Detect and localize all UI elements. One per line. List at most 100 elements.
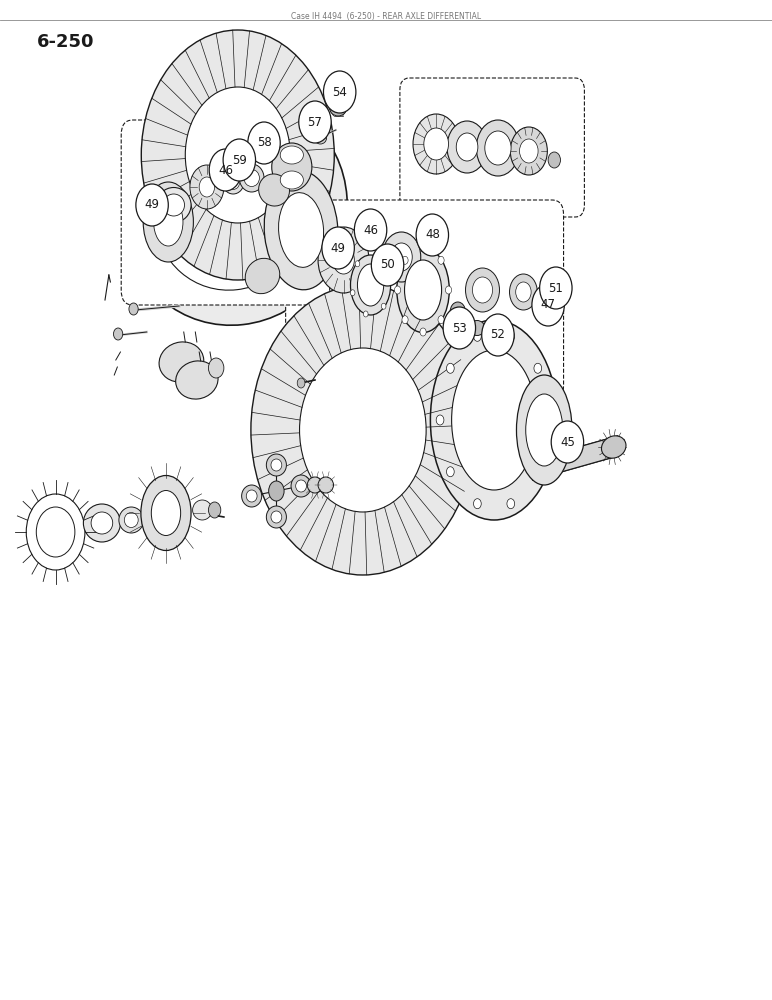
Ellipse shape (430, 320, 557, 520)
Ellipse shape (154, 130, 309, 290)
Ellipse shape (226, 174, 239, 190)
Ellipse shape (280, 146, 303, 164)
Circle shape (36, 507, 75, 557)
Ellipse shape (296, 480, 306, 492)
Ellipse shape (143, 182, 193, 262)
Circle shape (456, 133, 478, 161)
Circle shape (185, 87, 290, 223)
Circle shape (424, 128, 449, 160)
Ellipse shape (244, 169, 259, 186)
Ellipse shape (245, 258, 279, 294)
Circle shape (223, 139, 256, 181)
Circle shape (520, 139, 538, 163)
Ellipse shape (83, 504, 120, 542)
Circle shape (507, 499, 515, 509)
Circle shape (129, 303, 138, 315)
Ellipse shape (357, 264, 384, 306)
Ellipse shape (124, 512, 138, 528)
Circle shape (251, 285, 475, 575)
Circle shape (416, 214, 449, 256)
Ellipse shape (154, 198, 183, 246)
Text: 52: 52 (490, 328, 506, 342)
Circle shape (466, 268, 499, 312)
Circle shape (382, 232, 421, 282)
Text: 54: 54 (332, 86, 347, 99)
Ellipse shape (159, 342, 204, 382)
Ellipse shape (280, 171, 303, 189)
Text: 6-250: 6-250 (37, 33, 94, 51)
Ellipse shape (314, 132, 327, 144)
Text: Case IH 4494  (6-250) - REAR AXLE DIFFERENTIAL: Case IH 4494 (6-250) - REAR AXLE DIFFERE… (291, 12, 481, 21)
Circle shape (447, 121, 487, 173)
Circle shape (299, 101, 331, 143)
Text: 46: 46 (363, 224, 378, 236)
Circle shape (355, 261, 360, 267)
FancyBboxPatch shape (286, 200, 564, 400)
Ellipse shape (124, 95, 347, 325)
Ellipse shape (156, 188, 191, 223)
Text: 59: 59 (232, 153, 247, 166)
Circle shape (544, 415, 552, 425)
Circle shape (540, 267, 572, 309)
Circle shape (482, 314, 514, 356)
Circle shape (446, 467, 454, 477)
Circle shape (446, 363, 454, 373)
Ellipse shape (222, 170, 244, 194)
Ellipse shape (266, 454, 286, 476)
Circle shape (394, 286, 401, 294)
Ellipse shape (318, 477, 334, 493)
Circle shape (436, 415, 444, 425)
Circle shape (532, 284, 564, 326)
Text: 48: 48 (425, 229, 440, 241)
Circle shape (510, 127, 547, 175)
Circle shape (323, 71, 356, 113)
Circle shape (438, 316, 444, 324)
Ellipse shape (405, 260, 442, 320)
Ellipse shape (176, 361, 218, 399)
Circle shape (381, 303, 386, 309)
Ellipse shape (151, 490, 181, 536)
Circle shape (333, 246, 354, 274)
Ellipse shape (163, 194, 185, 216)
Text: 49: 49 (330, 241, 346, 254)
Circle shape (473, 499, 481, 509)
Circle shape (420, 328, 426, 336)
Circle shape (402, 316, 408, 324)
Circle shape (300, 348, 426, 512)
Ellipse shape (526, 394, 563, 466)
Ellipse shape (452, 350, 537, 490)
FancyBboxPatch shape (400, 78, 584, 217)
Circle shape (141, 30, 334, 280)
Text: 53: 53 (452, 322, 467, 334)
Circle shape (364, 311, 368, 317)
Circle shape (350, 290, 355, 296)
Ellipse shape (239, 164, 264, 192)
FancyBboxPatch shape (121, 120, 330, 305)
Circle shape (391, 243, 412, 271)
Circle shape (445, 286, 452, 294)
Ellipse shape (397, 247, 449, 332)
Circle shape (386, 274, 391, 280)
Circle shape (297, 378, 305, 388)
Text: 50: 50 (380, 258, 395, 271)
Circle shape (413, 114, 459, 174)
Text: 57: 57 (307, 115, 323, 128)
Circle shape (354, 209, 387, 251)
Circle shape (450, 302, 466, 322)
Circle shape (510, 274, 537, 310)
Ellipse shape (601, 436, 626, 458)
Text: 51: 51 (548, 282, 564, 294)
Circle shape (472, 277, 493, 303)
Ellipse shape (192, 500, 212, 520)
Ellipse shape (330, 100, 347, 116)
Circle shape (438, 256, 444, 264)
Circle shape (26, 494, 85, 570)
Circle shape (402, 256, 408, 264)
Circle shape (208, 502, 221, 518)
Ellipse shape (350, 255, 391, 315)
Text: 45: 45 (560, 436, 575, 448)
Ellipse shape (271, 511, 282, 523)
Circle shape (318, 227, 369, 293)
Ellipse shape (469, 320, 485, 336)
Circle shape (208, 358, 224, 378)
